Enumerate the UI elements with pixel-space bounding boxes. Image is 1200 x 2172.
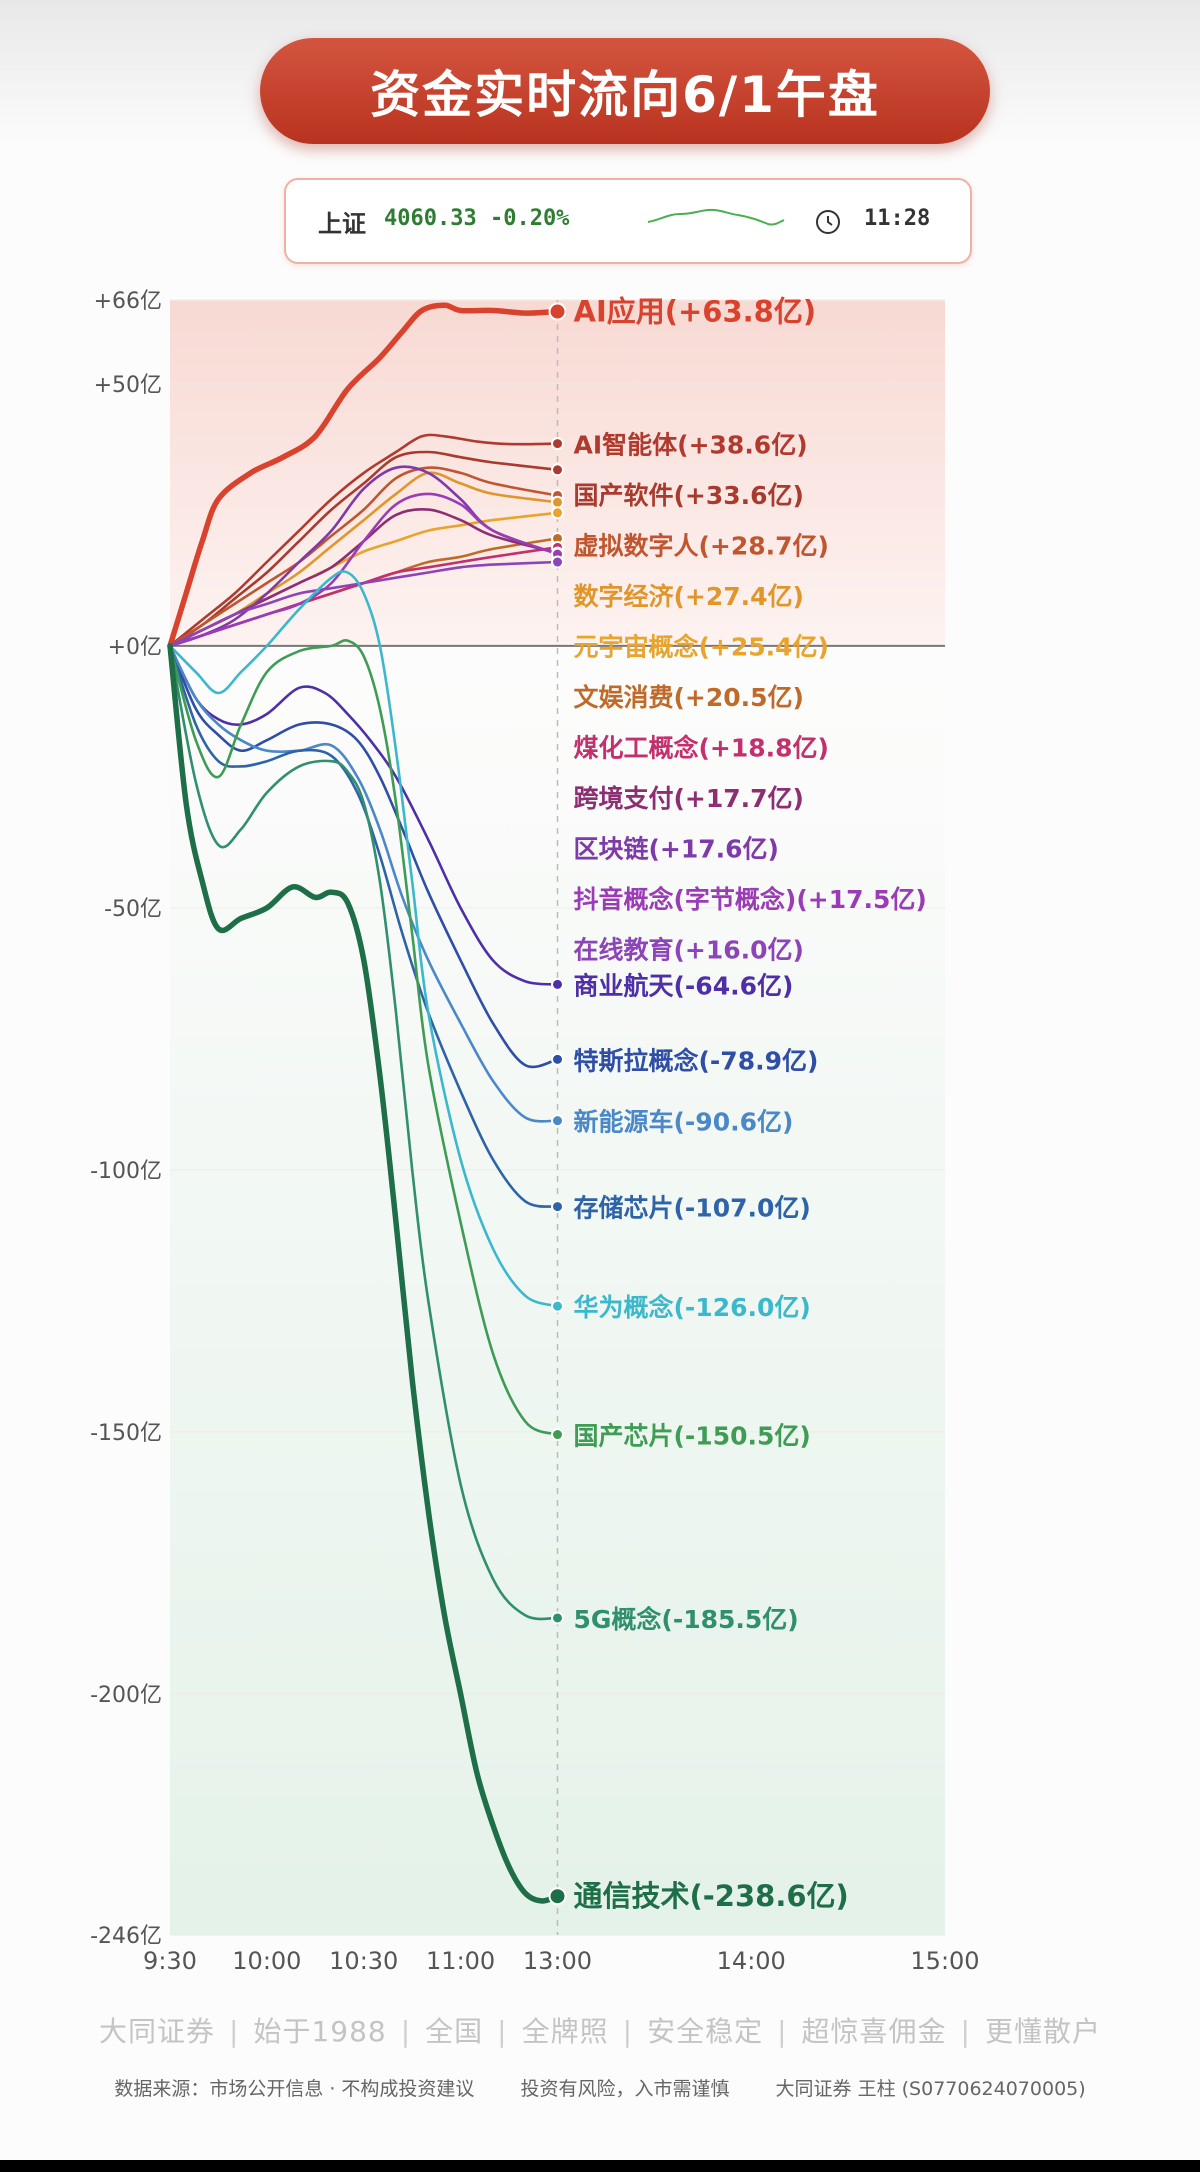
series-label: 跨境支付(+17.7亿) — [574, 784, 804, 813]
x-tick-label: 13:00 — [523, 1947, 592, 1975]
footer-tagline: 大同证券 | 始于1988 | 全国 | 全牌照 | 安全稳定 | 超惊喜佣金 | 更懂散户 — [0, 2010, 1200, 2050]
series-end-point — [551, 1611, 564, 1625]
series-end-point — [551, 1114, 564, 1128]
bottom-bar — [0, 2160, 1200, 2172]
tagline-separator: | — [777, 2015, 788, 2048]
y-tick-label: -200亿 — [90, 1683, 162, 1708]
series-end-point — [551, 463, 564, 477]
index-value: 4060.33 -0.20% — [384, 206, 570, 231]
series-line — [168, 638, 559, 1436]
series-label: 在线教育(+16.0亿) — [574, 936, 804, 965]
series-label: 煤化工概念(+18.8亿) — [574, 734, 829, 763]
x-tick-label: 9:30 — [143, 1947, 197, 1975]
series-end-point — [551, 495, 564, 509]
tagline-item: 超惊喜佣金 — [801, 2015, 947, 2048]
x-tick-label: 11:00 — [426, 1947, 495, 1975]
series-end-point — [551, 977, 564, 991]
series-label: 商业航天(-64.6亿) — [574, 971, 794, 1000]
series-label: 区块链(+17.6亿) — [574, 835, 779, 864]
series-line — [168, 644, 559, 1123]
series-label: 元宇宙概念(+25.4亿) — [574, 633, 829, 662]
series-end-point — [551, 1200, 564, 1214]
series-label: 5G概念(-185.5亿) — [574, 1605, 799, 1634]
tagline-separator: | — [400, 2015, 412, 2048]
chart-title: 资金实时流向6/1午盘 — [370, 66, 880, 124]
y-tick-label: -246亿 — [90, 1924, 162, 1949]
series-label: 新能源车(-90.6亿) — [574, 1108, 794, 1137]
tagline-item: 全国 — [425, 2015, 484, 2048]
tagline-separator: | — [229, 2015, 240, 2048]
series-labels: AI应用(+63.8亿) AI智能体(+38.6亿) 国产软件(+33.6亿) 虚拟数… — [574, 295, 927, 1914]
tagline-separator: | — [622, 2015, 634, 2048]
tagline-item: 全牌照 — [521, 2015, 609, 2048]
y-tick-label: -50亿 — [104, 897, 162, 922]
series-line — [168, 570, 559, 1308]
series-line — [168, 492, 559, 648]
risk-warning: 投资有风险，入市需谨慎 — [520, 2078, 730, 2100]
series-line — [168, 466, 559, 648]
series-end-point — [551, 437, 564, 451]
index-time: 11:28 — [864, 206, 931, 231]
tagline-item: 安全稳定 — [647, 2015, 764, 2048]
y-tick-label: +50亿 — [94, 373, 162, 398]
series-label: 数字经济(+27.4亿) — [574, 582, 804, 611]
series-label: 华为概念(-126.0亿) — [574, 1293, 811, 1322]
series-end-point — [551, 555, 564, 569]
series-line — [167, 643, 561, 1904]
series-lines — [167, 302, 567, 1906]
y-tick-label: -150亿 — [90, 1421, 162, 1446]
series-label: AI应用(+63.8亿) — [574, 295, 817, 329]
y-axis-ticks: +66亿 +50亿 +0亿 -50亿 -100亿 -150亿 -200亿 -246亿 — [90, 289, 162, 1949]
series-end-point — [548, 1887, 567, 1906]
series-line — [168, 644, 559, 1621]
series-end-point — [548, 302, 567, 321]
series-end-point — [551, 506, 564, 520]
footer-disclaimer: 数据来源：市场公开信息 · 不构成投资建议 投资有风险，入市需谨慎 大同证券 王… — [0, 2074, 1200, 2101]
x-axis-ticks: 9:30 10:00 10:30 11:00 13:00 14:00 15:00 — [143, 1947, 980, 1975]
series-label: 存储芯片(-107.0亿) — [574, 1194, 811, 1223]
advisor-info: 大同证券 王柱 (S0770624070005) — [775, 2078, 1086, 2100]
x-tick-label: 10:00 — [232, 1947, 301, 1975]
tagline-item: 大同证券 — [99, 2015, 216, 2048]
series-line — [168, 465, 559, 648]
tagline-separator: | — [497, 2015, 508, 2048]
y-tick-label: +0亿 — [108, 635, 162, 660]
series-label: 通信技术(-238.6亿) — [574, 1879, 849, 1913]
index-sparkline — [647, 208, 785, 226]
fund-flow-chart: +66亿 +50亿 +0亿 -50亿 -100亿 -150亿 -200亿 -246亿 9:30… — [90, 289, 980, 1975]
series-end-point — [551, 1428, 564, 1442]
series-label: 抖音概念(字节概念)(+17.5亿) — [574, 885, 927, 914]
series-line — [167, 302, 561, 649]
series-line — [168, 644, 559, 986]
data-source: 数据来源：市场公开信息 · 不构成投资建议 — [114, 2078, 475, 2100]
tagline-item: 更懂散户 — [984, 2015, 1101, 2048]
series-line — [168, 450, 559, 648]
clock-icon — [816, 210, 840, 234]
series-line — [168, 644, 559, 1069]
x-tick-label: 10:30 — [329, 1947, 398, 1975]
series-end-point — [551, 1052, 564, 1066]
series-line — [168, 644, 559, 1208]
index-ticker-box: 上证 4060.33 -0.20% 11:28 — [284, 178, 972, 264]
series-label: 文娱消费(+20.5亿) — [574, 683, 804, 712]
series-line — [168, 433, 559, 648]
tagline-separator: | — [960, 2015, 971, 2048]
series-label: 虚拟数字人(+28.7亿) — [574, 532, 829, 561]
y-tick-label: -100亿 — [90, 1159, 162, 1184]
x-tick-label: 15:00 — [910, 1947, 979, 1975]
series-label: 国产软件(+33.6亿) — [574, 481, 804, 510]
series-end-point — [551, 1299, 564, 1313]
series-line — [168, 560, 559, 648]
series-label: 国产芯片(-150.5亿) — [574, 1422, 811, 1451]
x-tick-label: 14:00 — [717, 1947, 786, 1975]
tagline-item: 始于1988 — [253, 2015, 387, 2048]
series-label: AI智能体(+38.6亿) — [574, 431, 808, 460]
series-label: 特斯拉概念(-78.9亿) — [574, 1046, 819, 1075]
chart-title-banner: 资金实时流向6/1午盘 — [260, 38, 990, 144]
index-name: 上证 — [318, 210, 366, 238]
y-tick-label: +66亿 — [94, 289, 162, 314]
